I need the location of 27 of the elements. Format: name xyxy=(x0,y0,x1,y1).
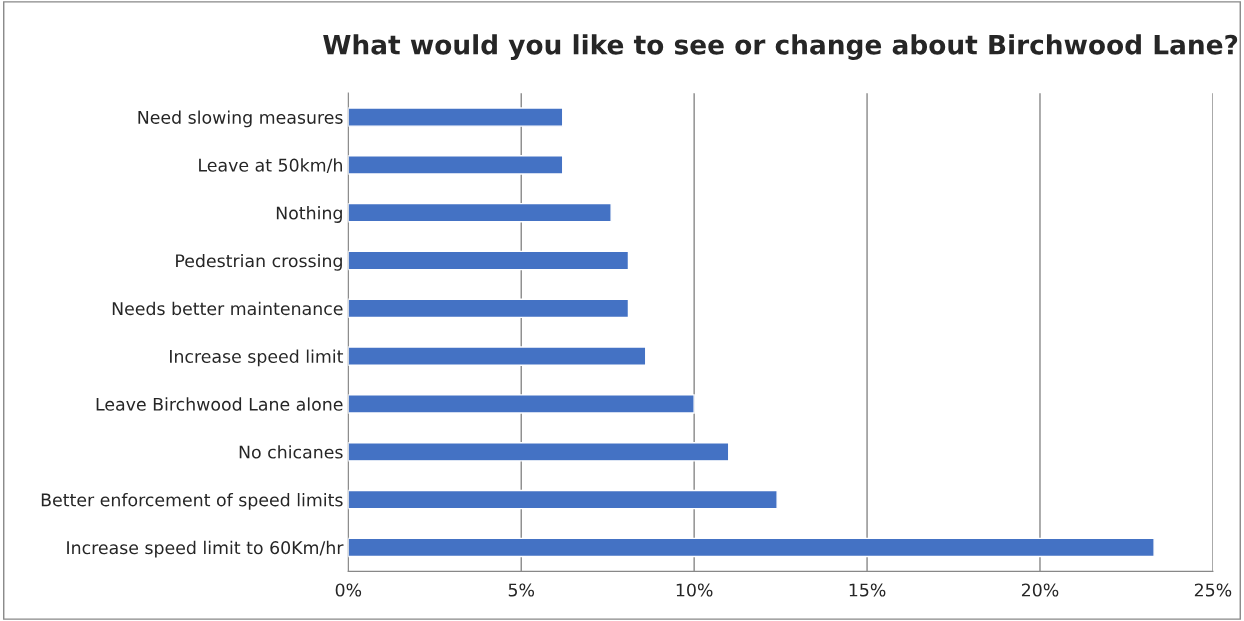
x-tick-label: 20% xyxy=(1021,583,1059,597)
bar xyxy=(348,394,695,414)
bar xyxy=(348,441,730,462)
y-tick-label: No chicanes xyxy=(239,445,343,459)
bar xyxy=(348,250,630,271)
y-tick-label: Pedestrian crossing xyxy=(176,253,342,271)
x-tick-label: 25% xyxy=(1194,583,1232,597)
y-tick-label: Better enforcement of speed limits xyxy=(41,493,343,510)
y-tick-label: Increase speed limit xyxy=(170,349,344,367)
x-tick-label: 15% xyxy=(849,583,886,597)
y-tick-label: Leave at 50km/h xyxy=(199,158,342,174)
bar xyxy=(348,346,647,366)
y-tick-label: Needs better maintenance xyxy=(112,301,343,316)
y-tick-label: Nothing xyxy=(276,206,342,223)
bar xyxy=(348,489,778,510)
bar xyxy=(348,155,564,175)
bar xyxy=(348,107,564,127)
bar xyxy=(348,537,1155,558)
y-tick-label: Leave Birchwood Lane alone xyxy=(96,397,343,411)
bar xyxy=(348,202,612,223)
x-tick-label: 0% xyxy=(335,583,362,597)
y-tick-label: Need slowing measures xyxy=(138,110,343,128)
bar xyxy=(348,298,630,319)
y-tick-label: Increase speed limit to 60Km/hr xyxy=(67,540,344,558)
x-tick-label: 5% xyxy=(508,583,535,597)
chart-title: What would you like to see or change about Birchwood Lane? xyxy=(323,34,1238,60)
x-tick-label: 10% xyxy=(676,583,713,597)
